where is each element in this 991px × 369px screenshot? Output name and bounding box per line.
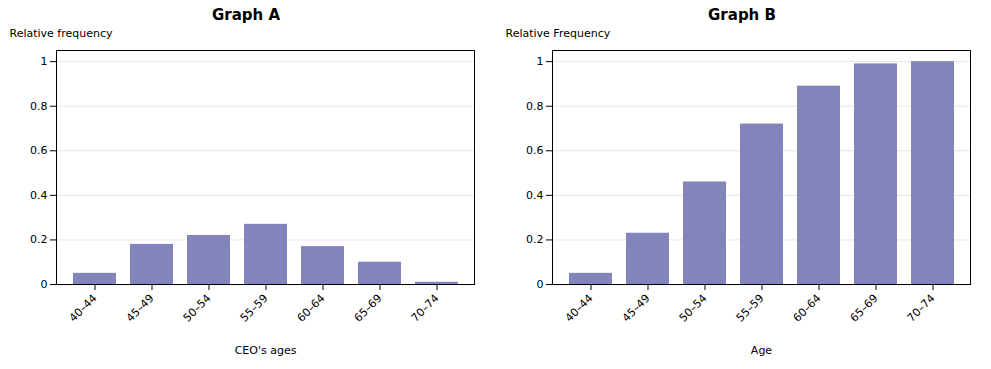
svg-text:0.4: 0.4 — [526, 189, 544, 202]
svg-text:50–54: 50–54 — [181, 292, 214, 325]
svg-text:60–64: 60–64 — [295, 292, 328, 325]
svg-text:45–49: 45–49 — [124, 292, 157, 325]
svg-text:0.2: 0.2 — [526, 233, 544, 246]
html-text:Graph A: Graph A — [212, 6, 280, 24]
svg-text:Relative Frequency: Relative Frequency — [506, 27, 611, 40]
svg-text:0.6: 0.6 — [30, 144, 48, 157]
svg-text:65–69: 65–69 — [352, 292, 385, 325]
svg-text:Relative frequency: Relative frequency — [10, 27, 114, 40]
svg-text:Age: Age — [751, 344, 773, 357]
svg-text:0.2: 0.2 — [30, 233, 48, 246]
svg-text:55–59: 55–59 — [734, 292, 767, 325]
svg-text:CEO's ages: CEO's ages — [235, 344, 297, 357]
svg-text:0.8: 0.8 — [526, 100, 544, 113]
svg-text:0: 0 — [41, 278, 48, 291]
svg-text:40–44: 40–44 — [67, 292, 100, 325]
svg-text:45–49: 45–49 — [620, 292, 653, 325]
svg-text:50–54: 50–54 — [677, 292, 710, 325]
svg-text:0.6: 0.6 — [526, 144, 544, 157]
svg-text:55–59: 55–59 — [238, 292, 271, 325]
svg-text:60–64: 60–64 — [791, 292, 824, 325]
svg-text:65–69: 65–69 — [848, 292, 881, 325]
svg-text:70–74: 70–74 — [905, 292, 938, 325]
svg-text:1: 1 — [41, 55, 48, 68]
svg-text:40–44: 40–44 — [563, 292, 596, 325]
svg-text:1: 1 — [537, 55, 544, 68]
html-text:Graph B: Graph B — [708, 6, 776, 24]
svg-text:0.4: 0.4 — [30, 189, 48, 202]
svg-text:0: 0 — [537, 278, 544, 291]
svg-text:70–74: 70–74 — [409, 292, 442, 325]
svg-text:0.8: 0.8 — [30, 100, 48, 113]
